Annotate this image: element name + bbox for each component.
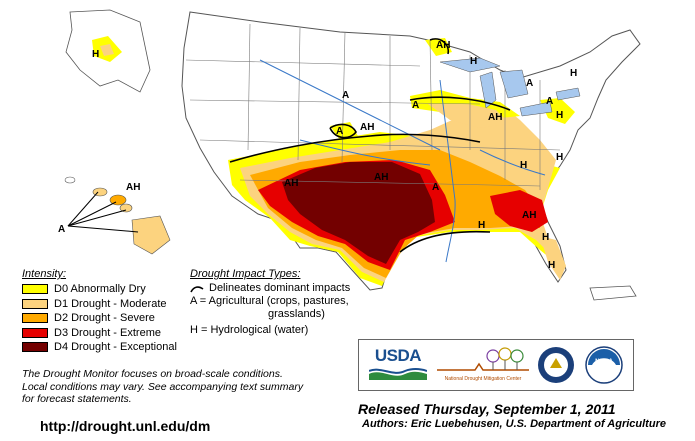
label-h-6: H (478, 220, 485, 231)
label-a-4: A (432, 182, 439, 193)
label-alaska-h: H (92, 49, 99, 60)
ndmc-logo: National Drought Mitigation Center (435, 346, 531, 386)
intensity-swatch (22, 313, 48, 324)
disclaimer-line-2: Local conditions may vary. See accompany… (22, 380, 304, 393)
impact-line-label: Delineates dominant impacts (209, 282, 351, 294)
label-ah-6: AH (360, 122, 374, 133)
label-hawaii-a: A (58, 224, 65, 235)
label-hawaii-ah: AH (126, 182, 140, 193)
intensity-label: D3 Drought - Extreme (54, 326, 161, 339)
impact-title: Drought Impact Types: (190, 268, 301, 280)
impact-labels: H AH A AH A A A A AH H H A A H AH AH H H… (58, 40, 577, 271)
disclaimer-line-3: for forecast statements. (22, 393, 132, 405)
intensity-label: D2 Drought - Severe (54, 312, 155, 325)
alaska-d1 (100, 44, 114, 56)
label-h-4: H (520, 160, 527, 171)
disclaimer: The Drought Monitor focuses on broad-sca… (22, 368, 352, 406)
impact-a-label: A = Agricultural (crops, pastures, (190, 295, 349, 307)
release-date: Released Thursday, September 1, 2011 (358, 401, 616, 417)
intensity-row: D1 Drought - Moderate (22, 297, 192, 312)
disclaimer-line-1: The Drought Monitor focuses on broad-sca… (22, 368, 283, 380)
label-ah-3: AH (488, 112, 502, 123)
impact-line-icon (190, 285, 204, 292)
intensity-swatch (22, 284, 48, 295)
d1-region-florida (540, 236, 566, 280)
d4-region (282, 162, 435, 264)
intensity-row: D4 Drought - Exceptional (22, 340, 192, 355)
intensity-label: D1 Drought - Moderate (54, 297, 167, 310)
usda-wave-icon (369, 368, 427, 380)
intensity-swatch (22, 342, 48, 353)
intensity-title: Intensity: (22, 268, 67, 280)
impact-lines (229, 38, 511, 253)
label-a-5: A (526, 78, 533, 89)
label-a-6: A (546, 96, 553, 107)
intensity-row: D2 Drought - Severe (22, 311, 192, 326)
logo-strip: USDA National Drought Mitigation Center … (358, 339, 634, 391)
commerce-seal-icon (538, 347, 574, 383)
ndmc-logo-text: National Drought Mitigation Center (444, 376, 522, 382)
intensity-legend: Intensity: D0 Abnormally Dry D1 Drought -… (22, 268, 192, 355)
noaa-logo-text: NOAA (595, 359, 613, 365)
hawaii-islands (64, 176, 171, 255)
intensity-label: D4 Drought - Exceptional (54, 341, 177, 354)
label-h-1: H (470, 56, 477, 67)
label-h-3: H (556, 110, 563, 121)
label-ah-5: AH (522, 210, 536, 221)
label-a-1: A (342, 90, 349, 101)
usda-logo-text: USDA (374, 346, 422, 365)
ndmc-trees-icon (437, 347, 529, 371)
impact-h-label: H = Hydrological (water) (190, 324, 309, 336)
impact-a-continuation: grasslands) (268, 308, 325, 320)
puerto-rico-land (589, 285, 637, 301)
impact-line-row: Delineates dominant impacts (190, 282, 375, 295)
label-a-2: A (336, 126, 343, 137)
d3-region-southeast (490, 190, 548, 232)
impact-legend: Drought Impact Types: Delineates dominan… (190, 268, 375, 337)
intensity-swatch (22, 298, 48, 309)
intensity-label: D0 Abnormally Dry (54, 283, 146, 296)
label-ah-4: AH (374, 172, 388, 183)
d1-region-midwest (428, 104, 510, 128)
intensity-swatch (22, 327, 48, 338)
hawaii-pointer-lines (67, 191, 139, 233)
label-a-3: A (412, 100, 419, 111)
authors: Authors: Eric Luebehusen, U.S. Departmen… (362, 418, 666, 430)
label-ah-1: AH (284, 178, 298, 189)
label-ah-2: AH (436, 40, 450, 51)
great-lakes (439, 57, 581, 117)
drought-url-link[interactable]: http://drought.unl.edu/dm (40, 418, 211, 434)
intensity-row: D3 Drought - Extreme (22, 326, 192, 341)
noaa-logo-icon: NOAA (585, 346, 623, 384)
label-h-8: H (548, 260, 555, 271)
label-h-7: H (542, 232, 549, 243)
usda-logo: USDA (367, 346, 429, 384)
label-h-2: H (570, 68, 577, 79)
label-h-5: H (556, 152, 563, 163)
intensity-row: D0 Abnormally Dry (22, 282, 192, 297)
